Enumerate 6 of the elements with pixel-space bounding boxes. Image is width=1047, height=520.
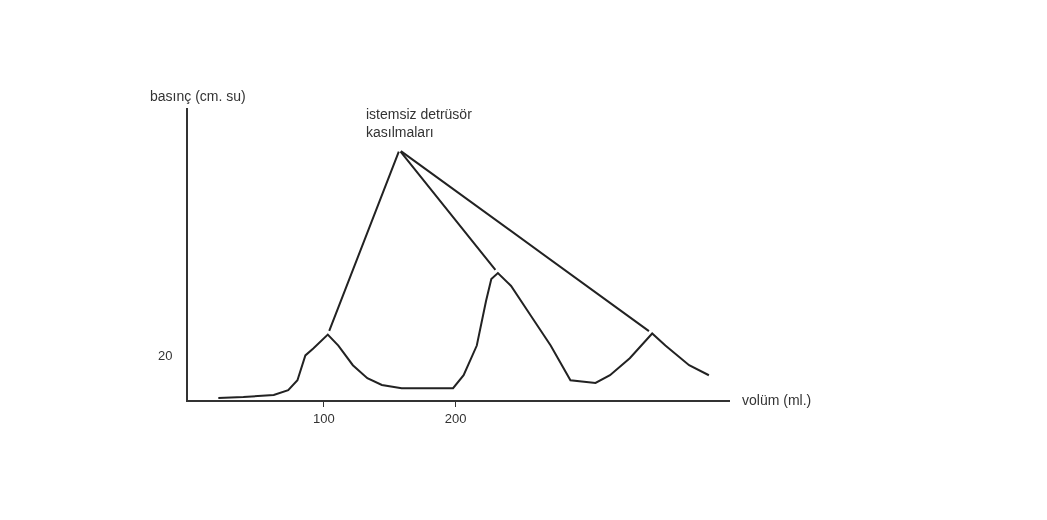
- x-tick-label: 200: [444, 410, 467, 426]
- text: 20: [158, 348, 173, 363]
- text: istemsiz detrüsör kasılmaları: [366, 106, 473, 141]
- text: basınç (cm. su): [150, 88, 246, 104]
- x-axis-title: volüm (ml.): [742, 392, 812, 408]
- x-tick-label: 100: [312, 410, 335, 426]
